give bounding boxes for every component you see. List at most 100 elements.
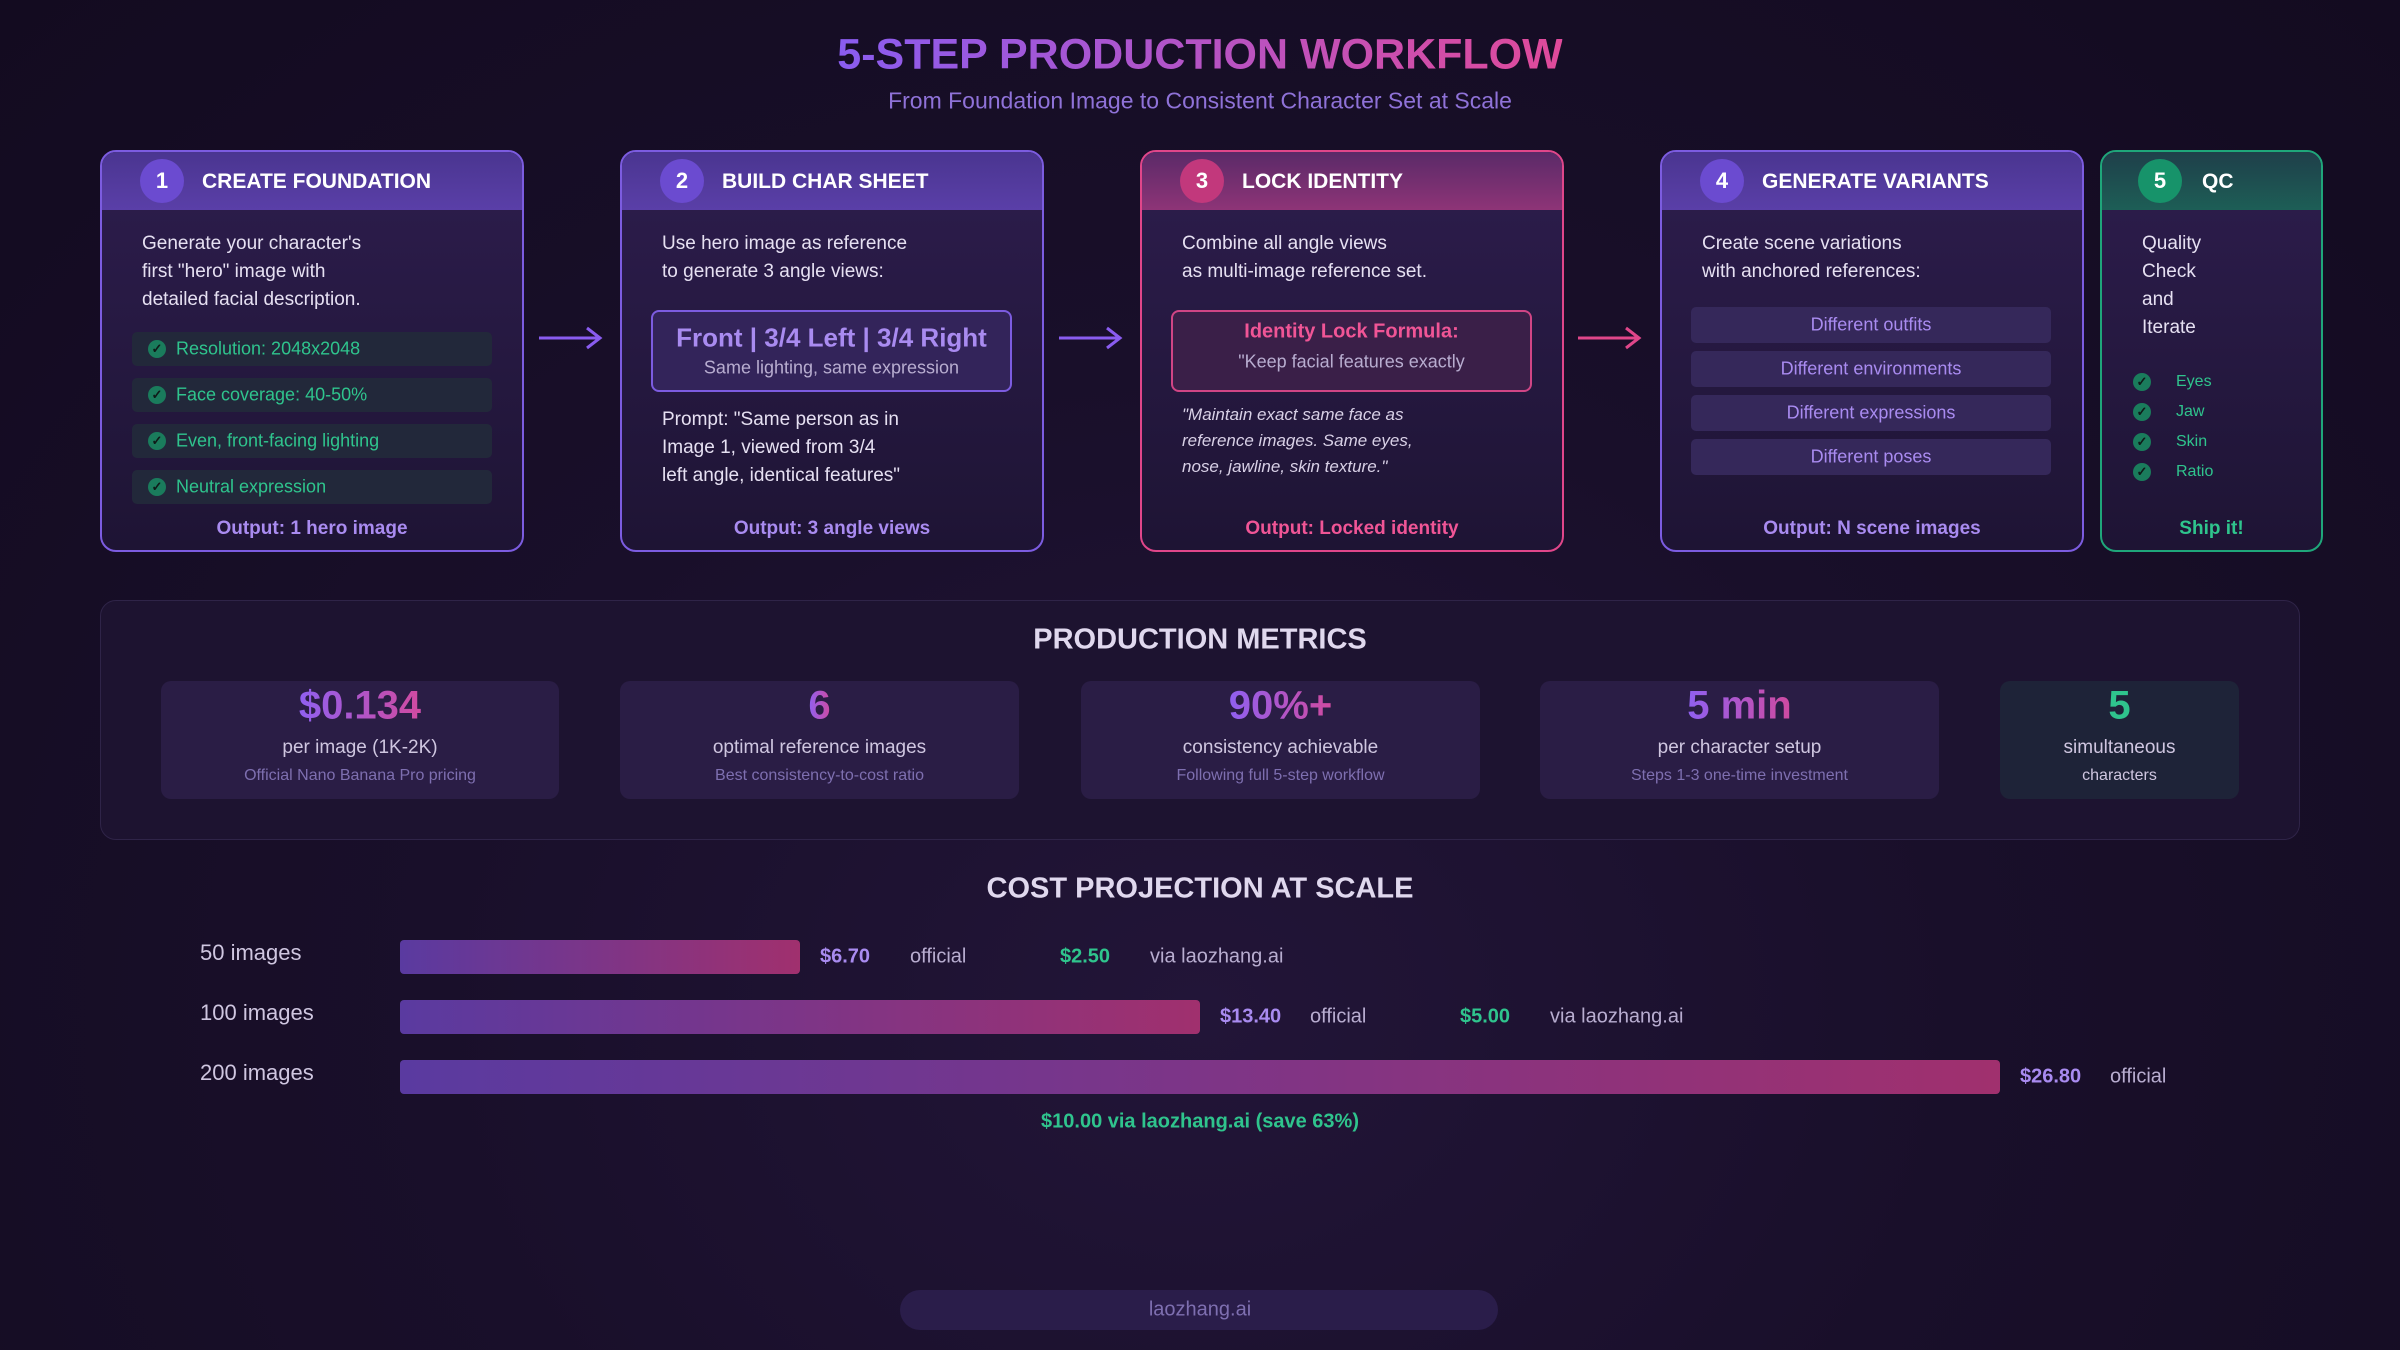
step-output: Output: Locked identity — [1245, 518, 1459, 539]
step-number: 2 — [660, 159, 704, 203]
variant-item: Different expressions — [1691, 395, 2051, 431]
check-item: ✓ Even, front-facing lighting — [132, 424, 492, 458]
step-title: CREATE FOUNDATION — [202, 170, 432, 193]
step-card: 5 QC Quality Check and Iterate ✓ Eyes ✓ Jaw ✓ Skin ✓… — [2100, 150, 2323, 552]
step-text: with anchored references: — [1702, 261, 1921, 282]
step-title: GENERATE VARIANTS — [1762, 170, 1989, 193]
footer-pill — [900, 1290, 1498, 1330]
cost-bar — [400, 1060, 2000, 1094]
metric-card: 5 min per character setup Steps 1-3 one-ti… — [1540, 681, 1939, 799]
check-icon: ✓ — [148, 478, 166, 496]
step-title: LOCK IDENTITY — [1242, 170, 1403, 193]
metric-note: Following full 5-step workflow — [1176, 767, 1385, 784]
step-text: detailed facial description. — [142, 289, 361, 310]
cost-title: COST PROJECTION AT SCALE — [986, 872, 1414, 905]
metric-label: per character setup — [1657, 737, 1822, 758]
cost-value: $26.80 — [2020, 1065, 2082, 1088]
variant-text: Different expressions — [1786, 402, 1956, 423]
step-card: 1 CREATE FOUNDATION Generate your characte… — [100, 150, 524, 552]
cost-value: $13.40 — [1220, 1005, 1282, 1028]
quote-text: reference images. Same eyes, — [1182, 431, 1413, 450]
box-title: Front | 3/4 Left | 3/4 Right — [676, 322, 987, 353]
step-output: Output: 3 angle views — [733, 518, 931, 539]
variant-text: Different poses — [1810, 446, 1932, 467]
step-text: and — [2142, 289, 2174, 310]
check-icon: ✓ — [148, 432, 166, 450]
check-text: Neutral expression — [176, 476, 327, 497]
variant-text: Different outfits — [1810, 314, 1932, 335]
metric-note: Official Nano Banana Pro pricing — [244, 767, 476, 784]
metric-note: Best consistency-to-cost ratio — [715, 767, 924, 784]
cost-bar — [400, 1000, 1200, 1034]
box-subtitle: Same lighting, same expression — [703, 357, 960, 378]
step-text: Iterate — [2142, 317, 2196, 338]
row-label: 200 images — [200, 1060, 314, 1085]
check-icon: ✓ — [2133, 373, 2151, 391]
variant-item: Different outfits — [1691, 307, 2051, 343]
official-label: official — [910, 945, 967, 968]
metric-label: optimal reference images — [712, 737, 927, 758]
alt-label: via laozhang.ai — [1150, 945, 1284, 968]
official-label: official — [2110, 1065, 2167, 1088]
check-item: ✓ Face coverage: 40-50% — [132, 378, 492, 412]
variant-item: Different environments — [1691, 351, 2051, 387]
row-label: 50 images — [200, 940, 302, 965]
step-text: as multi-image reference set. — [1182, 261, 1427, 282]
metric-card: 6 optimal reference images Best consistenc… — [620, 681, 1019, 799]
step-title: QC — [2202, 170, 2234, 193]
cost-bar — [400, 940, 800, 974]
check-text: Eyes — [2176, 373, 2212, 390]
metric-note: Steps 1-3 one-time investment — [1631, 767, 1848, 784]
step-output: Output: N scene images — [1763, 518, 1981, 539]
check-text: Ratio — [2176, 463, 2214, 480]
box-subtitle: "Keep facial features exactly — [1238, 351, 1465, 372]
step-text: Create scene variations — [1702, 233, 1902, 254]
arrow — [1578, 326, 1642, 350]
variant-item: Different poses — [1691, 439, 2051, 475]
check-text: Even, front-facing lighting — [176, 430, 380, 451]
alt-price: $5.00 — [1460, 1005, 1511, 1028]
step-card: 2 BUILD CHAR SHEET Use hero image as refer… — [620, 150, 1044, 552]
metric-value: 6 — [808, 683, 831, 728]
step-text: Quality — [2142, 233, 2202, 254]
formula-box: Identity Lock Formula: "Keep facial featu… — [1171, 310, 1532, 392]
quote-text: "Maintain exact same face as — [1182, 405, 1404, 424]
variant-text: Different environments — [1780, 358, 1962, 379]
metric-note: characters — [2082, 767, 2157, 784]
step-card: 3 LOCK IDENTITY Combine all angle views as … — [1140, 150, 1564, 552]
metric-label: consistency achievable — [1182, 737, 1379, 758]
cost-note: $10.00 via laozhang.ai (save 63%) — [1041, 1110, 1359, 1133]
check-text: Jaw — [2176, 403, 2205, 420]
step-output: Ship it! — [2179, 518, 2244, 539]
check-text: Face coverage: 40-50% — [176, 384, 368, 405]
check-text: Resolution: 2048x2048 — [176, 338, 361, 359]
check-icon: ✓ — [2133, 463, 2151, 481]
official-label: official — [1310, 1005, 1367, 1028]
step-text: left angle, identical features" — [662, 465, 901, 486]
cost-value: $6.70 — [820, 945, 871, 968]
step-title: BUILD CHAR SHEET — [722, 170, 929, 193]
alt-label: via laozhang.ai — [1550, 1005, 1684, 1028]
formula-box: Front | 3/4 Left | 3/4 Right Same lightin… — [651, 310, 1012, 392]
title: 5-STEP PRODUCTION WORKFLOW — [837, 30, 1563, 79]
arrow — [1059, 326, 1123, 350]
step-text: Image 1, viewed from 3/4 — [662, 437, 876, 458]
check-text: Skin — [2176, 433, 2208, 450]
check-icon: ✓ — [148, 340, 166, 358]
check-icon: ✓ — [2133, 403, 2151, 421]
step-text: Prompt: "Same person as in — [662, 409, 899, 430]
step-text: Use hero image as reference — [662, 233, 908, 254]
check-item: ✓ Neutral expression — [132, 470, 492, 504]
metric-card: 5 simultaneous characters — [2000, 681, 2239, 799]
step-number: 3 — [1180, 159, 1224, 203]
metric-value: $0.134 — [298, 683, 422, 728]
metrics-title: PRODUCTION METRICS — [1033, 623, 1367, 656]
check-item: ✓ Resolution: 2048x2048 — [132, 332, 492, 366]
metric-value: 5 — [2108, 683, 2131, 728]
metric-card: $0.134 per image (1K-2K) Official Nano Ban… — [161, 681, 559, 799]
step-output: Output: 1 hero image — [216, 518, 408, 539]
step-card: 4 GENERATE VARIANTS Create scene variation… — [1660, 150, 2084, 552]
step-text: Combine all angle views — [1182, 233, 1387, 254]
metric-value: 90%+ — [1228, 683, 1333, 728]
